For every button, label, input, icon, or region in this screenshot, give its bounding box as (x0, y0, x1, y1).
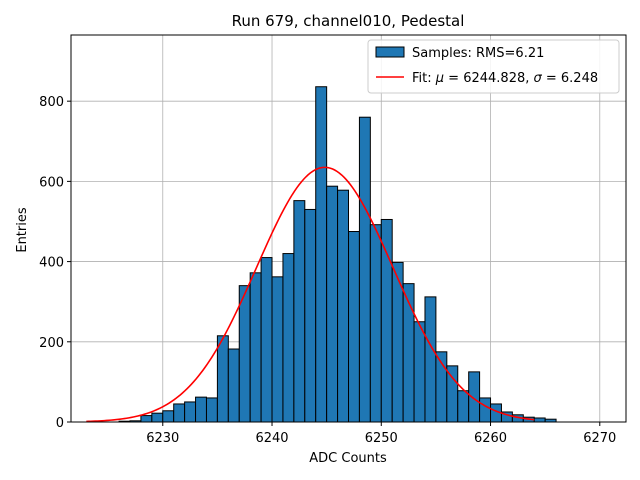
histogram-bar (260, 257, 273, 423)
histogram-bar (326, 185, 339, 423)
histogram-bar (151, 412, 164, 423)
legend-box (367, 39, 620, 94)
chart-title: Run 679, channel010, Pedestal (232, 12, 465, 30)
y-axis-ticks: 0 200 400 600 800 (39, 95, 71, 431)
histogram-bar (195, 396, 207, 423)
legend-fit-end: = 6.248 (542, 71, 598, 86)
histogram-bar (249, 272, 262, 423)
x-tick-label: 6260 (474, 431, 507, 446)
histogram-bar (348, 231, 360, 423)
histogram-bar (293, 200, 306, 423)
legend-histogram-label: Samples: RMS=6.21 (412, 46, 544, 61)
histogram-bar (282, 253, 295, 423)
histogram-bar (271, 276, 284, 423)
histogram-bar (358, 116, 371, 423)
histogram-bar (424, 296, 437, 423)
histogram-bar (227, 348, 240, 423)
histogram-bar (337, 189, 349, 423)
histogram-bar (479, 397, 492, 423)
histogram-bar (205, 397, 218, 423)
fit-curve (86, 166, 535, 423)
histogram-bar (216, 335, 229, 423)
histogram-bar (238, 285, 251, 423)
legend-histogram-swatch (375, 46, 405, 58)
x-tick-label: 6240 (255, 431, 288, 446)
legend-fit-mu-symbol: μ (435, 71, 444, 86)
histogram-bar (413, 321, 426, 423)
x-tick-label: 6250 (365, 431, 398, 446)
legend: Samples: RMS=6.21 Fit: μ = 6244.828, σ =… (367, 39, 620, 94)
histogram-bar (315, 86, 328, 423)
y-axis-label: Entries (15, 207, 30, 253)
y-tick-label: 800 (39, 95, 64, 110)
histogram-bar (533, 417, 546, 423)
x-axis-ticks: 6230 6240 6250 6260 6270 (146, 422, 616, 446)
histogram-bar (173, 403, 186, 423)
legend-fit-mid: = 6244.828, (444, 71, 533, 86)
y-tick-label: 200 (39, 336, 64, 351)
histogram-bar (140, 415, 153, 423)
histogram-bar (446, 365, 459, 423)
histogram-bar (380, 218, 393, 423)
axes-frame (70, 34, 627, 423)
histogram-bar (162, 410, 175, 423)
legend-fit-label: Fit: μ = 6244.828, σ = 6.248 (412, 71, 598, 86)
x-axis-label: ADC Counts (309, 451, 387, 466)
histogram-bar (369, 224, 382, 423)
histogram-bar (468, 371, 481, 423)
histogram-bars (118, 86, 557, 423)
histogram-bar (402, 283, 415, 423)
legend-fit-prefix: Fit: (412, 71, 436, 86)
y-tick-label: 600 (39, 175, 64, 190)
histogram-bar (457, 390, 470, 423)
histogram-bar (304, 208, 317, 423)
x-tick-label: 6230 (146, 431, 179, 446)
x-tick-label: 6270 (583, 431, 616, 446)
legend-fit-sigma-symbol: σ (534, 71, 543, 86)
histogram-bar (184, 401, 197, 423)
y-tick-label: 0 (56, 416, 64, 431)
y-tick-label: 400 (39, 256, 64, 271)
